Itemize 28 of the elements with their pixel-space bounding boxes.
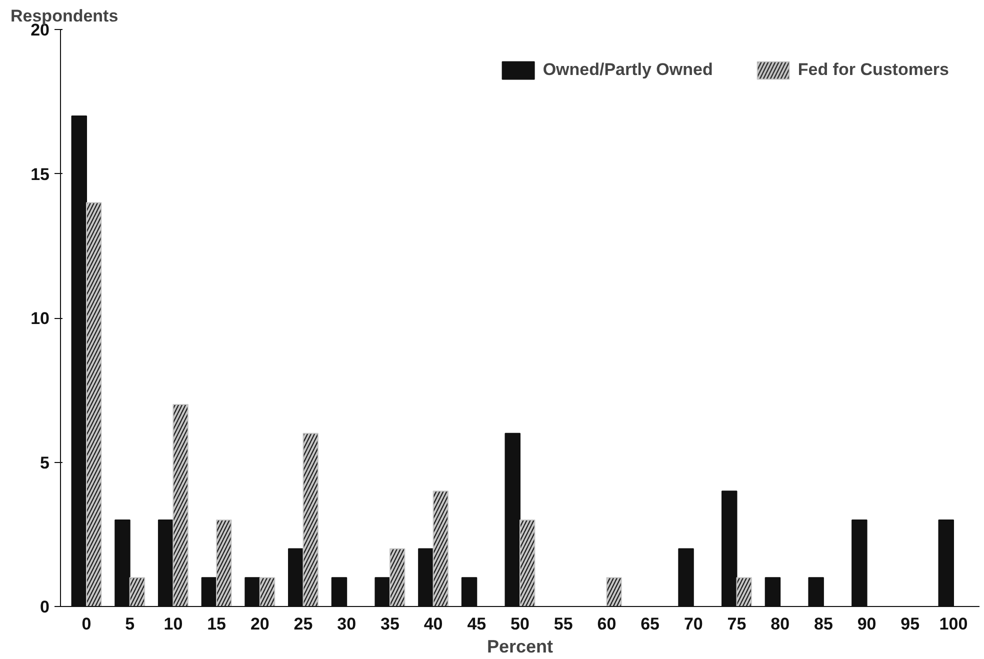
- y-tick-label: 10: [30, 309, 50, 328]
- y-tick-label: 0: [40, 598, 50, 616]
- x-tick-label: 70: [684, 614, 703, 634]
- x-tick-label: 35: [380, 614, 400, 634]
- x-tick-label: 75: [727, 614, 746, 634]
- x-tick-label: 15: [207, 614, 226, 634]
- x-tick-label: 10: [164, 614, 183, 634]
- x-tick-label: 50: [510, 614, 530, 634]
- x-tick-label: 65: [640, 614, 660, 634]
- x-tick-label: 5: [125, 614, 135, 634]
- x-tick-label: 30: [337, 614, 356, 634]
- x-tick-label: 40: [424, 614, 443, 634]
- y-tick-label: 5: [40, 453, 50, 472]
- x-tick-label: 0: [82, 614, 92, 634]
- legend-label: Owned/Partly Owned: [542, 60, 713, 80]
- x-tick-label: 85: [814, 614, 833, 634]
- x-tick-label: 90: [857, 614, 876, 634]
- x-tick-label: 100: [939, 614, 968, 634]
- legend-label: Fed for Customers: [798, 60, 949, 80]
- y-tick-label: 15: [30, 164, 50, 184]
- x-axis-title: Percent: [486, 636, 554, 656]
- x-tick-label: 25: [294, 614, 313, 634]
- x-tick-label: 45: [467, 614, 486, 634]
- x-tick-label: 80: [770, 614, 790, 634]
- x-tick-label: 60: [597, 614, 616, 634]
- x-tick-label: 95: [900, 614, 920, 634]
- x-tick-label: 20: [250, 614, 270, 634]
- x-tick-label: 55: [554, 614, 573, 634]
